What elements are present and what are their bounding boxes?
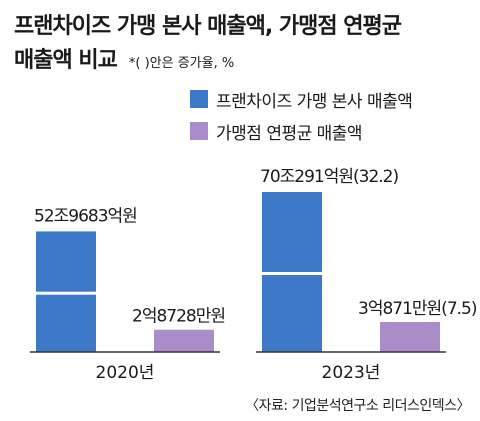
title-line-2: 매출액 비교	[14, 48, 118, 73]
bar-label-hq-1: 70조291억원(32.2)	[260, 167, 398, 187]
subtitle-note: *( )안은 증가율, %	[128, 56, 235, 71]
legend-label-store: 가맹점 연평균 매출액	[216, 123, 363, 144]
legend: 프랜차이즈 가맹 본사 매출액 가맹점 연평균 매출액	[190, 88, 413, 152]
bar-label-store-1: 3억871만원(7.5)	[358, 299, 477, 319]
title-line-1: 프랜차이즈 가맹 본사 매출액, 가맹점 연평균	[14, 14, 402, 39]
source-note: 〈자료: 기업분석연구소 리더스인덱스〉	[245, 398, 470, 414]
bar-break-1	[262, 272, 322, 275]
legend-item-hq: 프랜차이즈 가맹 본사 매출액	[190, 88, 413, 112]
legend-swatch-hq	[190, 90, 208, 108]
legend-item-store: 가맹점 연평균 매출액	[190, 120, 412, 144]
x-tick-label-1: 2023년	[322, 363, 381, 383]
bar-store-1	[380, 322, 440, 352]
bar-label-hq-0: 52조9683억원	[34, 206, 137, 226]
legend-label-hq: 프랜차이즈 가맹 본사 매출액	[216, 91, 413, 112]
x-tick-label-0: 2020년	[96, 363, 155, 383]
legend-swatch-store	[190, 122, 208, 140]
bar-label-store-0: 2억8728만원	[132, 307, 225, 327]
bar-break-0	[36, 291, 96, 295]
bar-hq-0	[36, 231, 96, 352]
bar-store-0	[154, 329, 214, 352]
chart-title: 프랜차이즈 가맹 본사 매출액, 가맹점 연평균 매출액 비교 *( )안은 증가…	[14, 10, 474, 81]
